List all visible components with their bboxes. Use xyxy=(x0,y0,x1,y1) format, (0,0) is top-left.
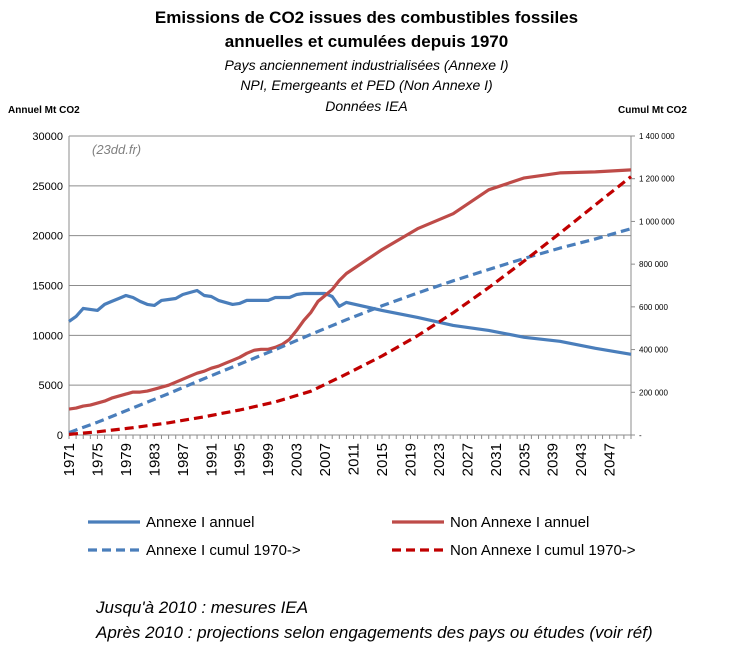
y-left-tick-label: 20000 xyxy=(32,231,63,243)
x-tick-label: 2027 xyxy=(459,443,476,476)
x-tick-label: 2019 xyxy=(402,443,419,476)
x-tick-label: 1987 xyxy=(175,443,192,476)
x-tick-label: 1983 xyxy=(146,443,163,476)
right-axis-title: Cumul Mt CO2 xyxy=(618,105,687,116)
legend-label-1: Annexe I annuel xyxy=(146,514,254,531)
x-tick-label: 2023 xyxy=(431,443,448,476)
y-right-tick-label: 200 000 xyxy=(639,388,668,397)
y-left-tick-label: 30000 xyxy=(32,131,63,143)
series-line-1 xyxy=(68,288,632,356)
chart-subtitle-line-1: Pays anciennement industrialisées (Annex… xyxy=(224,57,509,73)
x-tick-label: 2015 xyxy=(374,443,391,476)
chart-title-line-2: annuelles et cumulées depuis 1970 xyxy=(224,32,509,51)
x-tick-label: 1979 xyxy=(118,443,135,476)
note-line-1: Jusqu'à 2010 : mesures IEA xyxy=(96,598,309,617)
series-lines xyxy=(68,168,632,436)
x-tick-label: 2039 xyxy=(545,443,562,476)
chart-subtitle-line-2: NPI, Emergeants et PED (Non Annexe I) xyxy=(240,77,493,93)
legend-label-3: Annexe I cumul 1970-> xyxy=(146,542,301,559)
left-axis-title: Annuel Mt CO2 xyxy=(8,105,80,116)
x-tick-label: 2007 xyxy=(317,443,334,476)
y-right-tick-label: 1 200 000 xyxy=(639,175,675,184)
x-tick-label: 2031 xyxy=(488,443,505,476)
x-tick-label: 2047 xyxy=(602,443,619,476)
note-line-2: Après 2010 : projections selon engagemen… xyxy=(96,623,653,642)
chart-subtitle-line-3: Données IEA xyxy=(325,98,408,114)
y-right-tick-label: - xyxy=(639,431,642,440)
tick-labels: 0 5000 10000 15000 20000 25000 30000 - 200 000 40… xyxy=(32,131,675,476)
legend-label-2: Non Annexe I annuel xyxy=(450,514,589,531)
x-tick-label: 1991 xyxy=(203,443,220,476)
x-tick-label: 1975 xyxy=(89,443,106,476)
gridlines xyxy=(69,135,631,386)
x-tick-label: 1999 xyxy=(260,443,277,476)
y-left-tick-label: 15000 xyxy=(32,281,63,293)
series-line-4 xyxy=(68,175,632,436)
x-tick-label: 2003 xyxy=(289,443,306,476)
chart-title-line-1: Emissions de CO2 issues des combustibles… xyxy=(154,8,579,27)
x-tick-label: 2043 xyxy=(573,443,590,476)
series-line-2 xyxy=(68,168,632,411)
y-left-tick-label: 10000 xyxy=(32,330,63,342)
y-left-tick-label: 0 xyxy=(57,430,63,442)
y-right-tick-label: 400 000 xyxy=(639,346,668,355)
series-line-3 xyxy=(68,227,632,435)
x-tick-label: 1971 xyxy=(61,443,78,476)
y-left-tick-label: 5000 xyxy=(39,380,63,392)
y-right-tick-label: 600 000 xyxy=(639,303,668,312)
y-right-tick-label: 1 000 000 xyxy=(639,217,675,226)
y-left-tick-label: 25000 xyxy=(32,181,63,193)
y-right-tick-label: 800 000 xyxy=(639,260,668,269)
x-tick-label: 2011 xyxy=(346,443,363,475)
watermark-text: (23dd.fr) xyxy=(92,142,141,157)
axes xyxy=(68,135,635,439)
x-tick-label: 1995 xyxy=(232,443,249,476)
x-tick-label: 2035 xyxy=(516,443,533,476)
legend: Annexe I annuel Non Annexe I annuel Annexe… xyxy=(88,514,636,559)
legend-label-4: Non Annexe I cumul 1970-> xyxy=(450,542,636,559)
y-right-tick-label: 1 400 000 xyxy=(639,132,675,141)
